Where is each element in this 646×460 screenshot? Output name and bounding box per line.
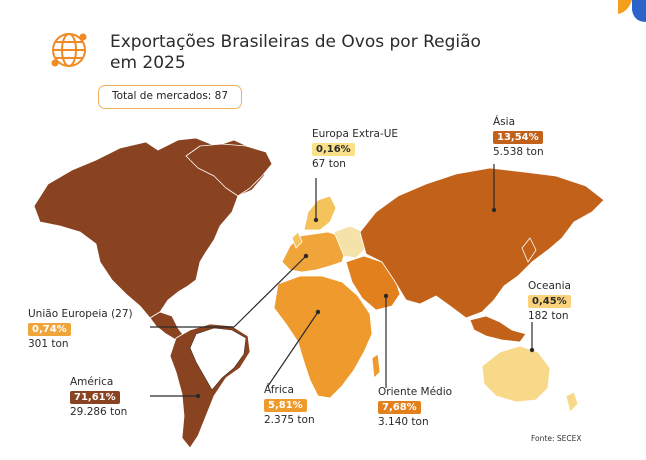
region-tons: 2.375 ton <box>264 414 315 426</box>
region-percentage: 71,61% <box>70 391 120 404</box>
region-name: União Europeia (27) <box>28 308 133 320</box>
region-new-zealand <box>565 391 579 413</box>
region-name: África <box>264 384 294 396</box>
region-tons: 182 ton <box>528 310 569 322</box>
label-oceania: Oceania 0,45% 182 ton <box>528 280 571 323</box>
region-australia <box>481 345 551 403</box>
region-percentage: 0,74% <box>28 323 71 336</box>
region-tons: 3.140 ton <box>378 416 429 428</box>
region-north-america <box>33 137 269 319</box>
label-africa: África 5,81% 2.375 ton <box>264 384 315 427</box>
globe-icon <box>51 33 87 67</box>
region-africa <box>273 275 373 399</box>
region-tons: 5.538 ton <box>493 146 544 158</box>
region-name: Oceania <box>528 280 571 292</box>
region-name: Oriente Médio <box>378 386 453 398</box>
region-japan <box>521 237 537 263</box>
region-asia <box>359 167 605 319</box>
region-tons: 301 ton <box>28 338 69 350</box>
region-uk <box>291 231 303 249</box>
label-uniao-europeia: União Europeia (27) 0,74% 301 ton <box>28 308 133 351</box>
corner-logo <box>618 0 646 22</box>
region-tons: 67 ton <box>312 158 346 170</box>
leader-africa <box>267 311 319 387</box>
label-asia: Ásia 13,54% 5.538 ton <box>493 116 544 159</box>
markets-count-badge: Total de mercados: 87 <box>98 85 242 109</box>
region-scandinavia <box>303 195 337 231</box>
source-note: Fonte: SECEX <box>531 434 582 443</box>
region-percentage: 5,81% <box>264 399 307 412</box>
region-name: Europa Extra-UE <box>312 128 399 140</box>
region-name: Ásia <box>493 116 516 128</box>
region-se-asia <box>469 315 527 343</box>
region-name: América <box>70 376 114 388</box>
region-tons: 29.286 ton <box>70 406 128 418</box>
leader-uniao-europeia-diag <box>233 255 307 328</box>
region-madagascar <box>371 353 381 379</box>
region-central-america <box>149 311 185 341</box>
label-europa-extra-ue: Europa Extra-UE 0,16% 67 ton <box>312 128 398 171</box>
region-percentage: 0,16% <box>312 143 355 156</box>
region-percentage: 7,68% <box>378 401 421 414</box>
region-greenland <box>185 143 273 197</box>
region-brazil <box>189 327 247 391</box>
region-percentage: 13,54% <box>493 131 543 144</box>
label-america: América 71,61% 29.286 ton <box>70 376 127 419</box>
page-title: Exportações Brasileiras de Ovos por Regi… <box>110 32 481 73</box>
label-oriente-medio: Oriente Médio 7,68% 3.140 ton <box>378 386 452 429</box>
region-percentage: 0,45% <box>528 295 571 308</box>
